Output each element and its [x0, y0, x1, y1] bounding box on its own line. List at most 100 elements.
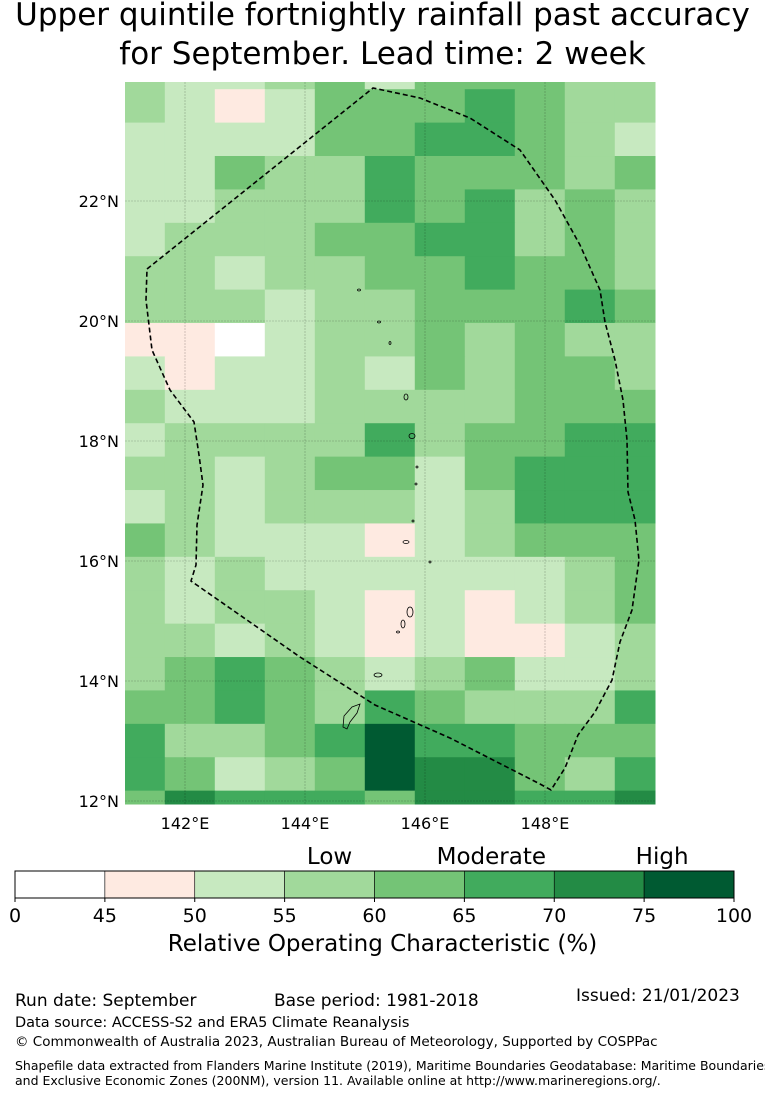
heatmap-cell	[125, 289, 166, 324]
heatmap-cell	[464, 456, 516, 491]
heatmap-cell	[314, 590, 366, 625]
heatmap-cell	[614, 389, 656, 424]
heatmap-cell	[264, 89, 316, 124]
colorbar: 0 45 50 55 60 65 70 75 100 Low Moderate High	[9, 844, 752, 927]
colorbar-segment	[194, 870, 285, 899]
heatmap-cell	[314, 189, 366, 224]
heatmap-cell	[364, 222, 416, 257]
heatmap-cell	[164, 590, 216, 625]
colorbar-segment	[104, 870, 196, 899]
y-tick-label: 20°N	[79, 312, 119, 331]
island-outline	[408, 433, 416, 439]
heatmap-cell	[164, 82, 216, 90]
heatmap-cell	[264, 757, 316, 792]
heatmap-cell	[464, 222, 516, 257]
heatmap-cell	[464, 256, 516, 291]
island-outline	[357, 288, 361, 292]
heatmap-cell	[314, 323, 366, 357]
heatmap-cell	[214, 590, 266, 625]
heatmap-cell	[125, 456, 166, 491]
heatmap-cell	[564, 423, 616, 458]
title-line-2: for September. Lead time: 2 week	[119, 36, 646, 72]
heatmap-cell	[614, 289, 656, 324]
heatmap-cell	[564, 523, 616, 558]
heatmap-cell	[514, 590, 566, 625]
heatmap-cell	[414, 389, 466, 424]
island-outline	[414, 482, 418, 486]
x-tick-label: 146°E	[401, 814, 450, 833]
heatmap-cell	[564, 256, 616, 291]
heatmap-cell	[214, 757, 266, 792]
heatmap-cell	[125, 590, 166, 625]
heatmap-cell	[264, 556, 316, 591]
guam-outline	[342, 703, 361, 730]
shapefile-credit-2: and Exclusive Economic Zones (200NM), ve…	[15, 1073, 661, 1088]
heatmap-cell	[614, 523, 656, 558]
heatmap-cell	[264, 790, 316, 805]
island-outline	[411, 519, 415, 523]
heatmap-cell	[314, 657, 366, 691]
heatmap-cell	[564, 389, 616, 424]
heatmap-cell	[464, 690, 516, 725]
heatmap-cell	[414, 256, 466, 291]
island-outline	[400, 619, 406, 629]
heatmap-cell	[364, 189, 416, 224]
heatmap-cell	[414, 723, 466, 758]
heatmap-cell	[314, 156, 366, 190]
heatmap-cell	[164, 623, 216, 658]
heatmap-cell	[164, 523, 216, 558]
island-outline	[428, 560, 432, 564]
heatmap-cell	[214, 556, 266, 591]
heatmap-cell	[125, 356, 166, 391]
heatmap-cell	[614, 623, 656, 658]
heatmap-cell	[614, 323, 656, 357]
heatmap-cell	[564, 122, 616, 157]
heatmap-cell	[164, 790, 216, 805]
heatmap-cell	[464, 623, 516, 658]
heatmap-cell	[264, 222, 316, 257]
heatmap-cell	[264, 490, 316, 524]
axis-ticks: 142°E 144°E 146°E 148°E 22°N 20°N 18°N 16°N 14°N…	[79, 192, 570, 833]
heatmap-cell	[514, 490, 566, 524]
heatmap-cell	[164, 122, 216, 157]
heatmap-cell	[164, 356, 216, 391]
heatmap-cell	[314, 490, 366, 524]
colorbar-label: Relative Operating Characteristic (%)	[167, 931, 598, 957]
heatmap-cell	[364, 790, 416, 805]
heatmap-cell	[125, 89, 166, 124]
heatmap-cell	[514, 289, 566, 324]
heatmap-cell	[414, 456, 466, 491]
heatmap-cell	[214, 490, 266, 524]
heatmap-cell	[364, 82, 416, 90]
copyright: © Commonwealth of Australia 2023, Austra…	[15, 1034, 658, 1050]
colorbar-tick-label: 60	[362, 905, 386, 927]
heatmap-cell	[214, 523, 266, 558]
heatmap-cell	[464, 189, 516, 224]
heatmap-cell	[414, 222, 466, 257]
heatmap-cell	[514, 723, 566, 758]
heatmap-cell	[125, 222, 166, 257]
heatmap-cell	[264, 156, 316, 190]
heatmap-cell	[125, 623, 166, 658]
heatmap-cell	[414, 490, 466, 524]
heatmap-cell	[364, 256, 416, 291]
heatmap-cell	[125, 423, 166, 458]
heatmap-cell	[564, 456, 616, 491]
category-label-low: Low	[307, 844, 352, 870]
heatmap-cell	[414, 623, 466, 658]
heatmap-cell	[164, 757, 216, 792]
y-tick-label: 22°N	[79, 192, 119, 211]
heatmap-cell	[364, 356, 416, 391]
colorbar-tick-label: 55	[273, 905, 297, 927]
category-label-moderate: Moderate	[437, 844, 546, 870]
heatmap-cell	[464, 289, 516, 324]
heatmap-cell	[414, 690, 466, 725]
heatmap-cell	[125, 523, 166, 558]
heatmap-cell	[514, 790, 566, 805]
heatmap-cell	[464, 156, 516, 190]
heatmap-cell	[514, 456, 566, 491]
heatmap-cell	[164, 256, 216, 291]
heatmap-cell	[414, 423, 466, 458]
heatmap-cell	[614, 189, 656, 224]
heatmap-cell	[564, 189, 616, 224]
